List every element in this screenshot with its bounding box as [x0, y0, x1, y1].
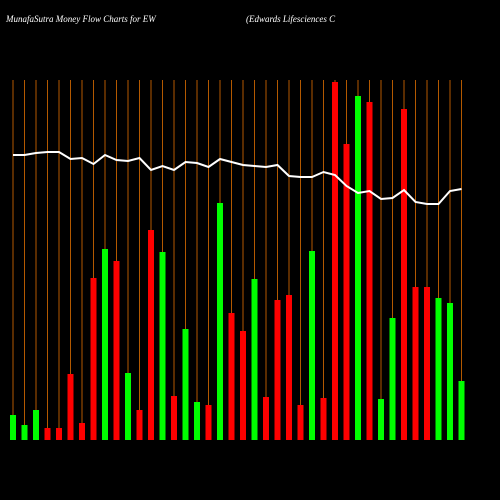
chart-title: MunafaSutra Money Flow Charts for EW [5, 14, 157, 24]
money-flow-line [13, 151, 462, 205]
bar [102, 249, 108, 440]
bar [194, 402, 200, 440]
bar [309, 251, 315, 440]
bar [401, 109, 407, 440]
bar [251, 279, 258, 440]
bar [217, 203, 223, 440]
bar [332, 82, 338, 440]
bar [263, 397, 269, 440]
bar [355, 96, 361, 440]
bar [343, 144, 350, 440]
bar [171, 396, 177, 440]
chart-subtitle: (Edwards Lifesciences C [246, 14, 336, 24]
bar [113, 261, 120, 440]
bar [378, 399, 384, 440]
bar [274, 300, 281, 440]
bar [159, 252, 166, 440]
bar [56, 428, 62, 440]
bar [366, 102, 373, 440]
bar [412, 287, 419, 440]
bar [79, 423, 85, 440]
bar [136, 410, 143, 440]
bar [286, 295, 292, 440]
bar [182, 329, 189, 440]
bar [148, 230, 154, 440]
bar [228, 313, 235, 440]
bar [10, 415, 16, 440]
bar [90, 278, 97, 440]
bar [67, 374, 74, 440]
bar [447, 303, 453, 440]
bar [240, 331, 246, 440]
bar [21, 425, 28, 440]
bar [458, 381, 465, 440]
bar [44, 428, 51, 440]
bar [389, 318, 396, 440]
bar [320, 398, 327, 440]
bar [424, 287, 430, 440]
bar [125, 373, 131, 440]
bar [297, 405, 304, 440]
bar [33, 410, 39, 440]
bar [435, 298, 442, 440]
bar [205, 405, 212, 440]
